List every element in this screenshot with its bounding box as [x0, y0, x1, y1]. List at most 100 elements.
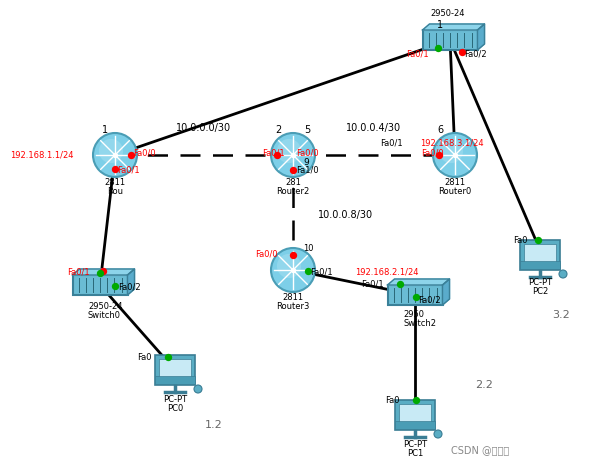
- Circle shape: [434, 430, 442, 438]
- Text: Fa0/1: Fa0/1: [117, 166, 140, 174]
- Text: Fa0/1: Fa0/1: [406, 49, 429, 59]
- FancyBboxPatch shape: [73, 275, 128, 295]
- Point: [110, 282, 120, 290]
- Polygon shape: [422, 24, 485, 30]
- Text: 10.0.0.4/30: 10.0.0.4/30: [346, 123, 401, 133]
- Text: 281: 281: [285, 178, 301, 187]
- FancyBboxPatch shape: [395, 421, 435, 429]
- Text: PC1: PC1: [407, 449, 423, 458]
- Polygon shape: [73, 269, 134, 275]
- FancyBboxPatch shape: [159, 359, 191, 378]
- Text: Fa0/1: Fa0/1: [262, 148, 284, 158]
- Text: Fa0/1: Fa0/1: [310, 267, 332, 277]
- Text: 192.168.2.1/24: 192.168.2.1/24: [355, 267, 419, 277]
- Text: 10.0.0.0/30: 10.0.0.0/30: [176, 123, 232, 133]
- Text: PC2: PC2: [532, 287, 548, 296]
- Point: [411, 396, 421, 404]
- Text: 9: 9: [303, 158, 309, 167]
- Text: 6: 6: [437, 125, 443, 135]
- Polygon shape: [443, 279, 449, 305]
- Text: PC-PT: PC-PT: [528, 278, 552, 287]
- Point: [433, 44, 443, 52]
- Text: Router2: Router2: [277, 187, 310, 196]
- Text: 5: 5: [304, 125, 310, 135]
- Circle shape: [99, 139, 123, 163]
- Point: [533, 236, 543, 244]
- Polygon shape: [128, 269, 134, 295]
- FancyBboxPatch shape: [155, 355, 195, 385]
- Point: [163, 353, 173, 361]
- Text: 192.168.3.1/24: 192.168.3.1/24: [420, 139, 484, 147]
- Polygon shape: [478, 24, 485, 50]
- Point: [272, 151, 282, 159]
- Text: Fa0: Fa0: [514, 235, 528, 245]
- Text: 2811: 2811: [445, 178, 466, 187]
- Circle shape: [277, 254, 301, 278]
- Circle shape: [559, 270, 567, 278]
- Point: [434, 151, 444, 159]
- Point: [110, 165, 120, 173]
- Point: [98, 267, 108, 275]
- Circle shape: [277, 139, 301, 163]
- Text: Fa0/0: Fa0/0: [256, 250, 278, 259]
- Point: [110, 151, 120, 159]
- Point: [288, 266, 298, 274]
- FancyBboxPatch shape: [388, 285, 443, 305]
- Text: 2: 2: [275, 125, 281, 135]
- Point: [288, 151, 298, 159]
- Circle shape: [271, 133, 315, 177]
- Point: [303, 267, 313, 275]
- Point: [411, 293, 421, 301]
- Text: 3.2: 3.2: [552, 310, 570, 320]
- Point: [126, 151, 136, 159]
- Text: Switch0: Switch0: [88, 311, 121, 320]
- FancyBboxPatch shape: [395, 400, 435, 430]
- Circle shape: [194, 385, 202, 393]
- Text: Fa0/1: Fa0/1: [380, 139, 403, 147]
- FancyBboxPatch shape: [524, 244, 556, 263]
- Text: 1: 1: [102, 125, 108, 135]
- Text: Fa0/1: Fa0/1: [361, 279, 384, 288]
- Text: 2811: 2811: [104, 178, 125, 187]
- Text: Fa0/2: Fa0/2: [118, 283, 140, 292]
- Text: 2950-24: 2950-24: [88, 302, 122, 311]
- Text: 10.0.0.8/30: 10.0.0.8/30: [318, 210, 373, 220]
- Text: 1: 1: [437, 20, 443, 30]
- Circle shape: [93, 133, 137, 177]
- Text: 192.168.1.1/24: 192.168.1.1/24: [10, 151, 74, 159]
- FancyBboxPatch shape: [399, 404, 431, 423]
- Circle shape: [433, 133, 477, 177]
- Text: Router0: Router0: [439, 187, 472, 196]
- FancyBboxPatch shape: [520, 261, 560, 269]
- Point: [450, 151, 460, 159]
- Text: Fa0/0: Fa0/0: [133, 148, 155, 158]
- Text: Fa0/2: Fa0/2: [464, 49, 487, 59]
- Text: 10: 10: [303, 244, 314, 253]
- Text: Fa0: Fa0: [386, 396, 400, 405]
- FancyBboxPatch shape: [155, 376, 195, 384]
- Text: Fa0: Fa0: [137, 352, 152, 361]
- Point: [395, 280, 405, 288]
- Text: 2950: 2950: [403, 310, 424, 319]
- Text: Rou: Rou: [107, 187, 123, 196]
- Polygon shape: [388, 279, 449, 285]
- Text: PC-PT: PC-PT: [163, 395, 187, 404]
- Text: 2950-24: 2950-24: [431, 9, 465, 18]
- Text: Fa1/0: Fa1/0: [296, 166, 319, 174]
- Text: Fa0/0: Fa0/0: [296, 148, 319, 158]
- Circle shape: [439, 139, 463, 163]
- Text: Switch2: Switch2: [403, 319, 436, 328]
- Text: PC-PT: PC-PT: [403, 440, 427, 449]
- Text: 1.2: 1.2: [205, 420, 223, 430]
- Text: CSDN @网络豆: CSDN @网络豆: [451, 445, 509, 455]
- Text: Fa0/0: Fa0/0: [421, 148, 443, 158]
- Point: [457, 48, 467, 56]
- Text: 2811: 2811: [283, 293, 304, 302]
- Text: Fa0/1: Fa0/1: [67, 267, 90, 277]
- Point: [288, 251, 298, 259]
- Text: Router3: Router3: [277, 302, 310, 311]
- Text: PC0: PC0: [167, 404, 183, 413]
- Circle shape: [271, 248, 315, 292]
- Point: [288, 166, 298, 174]
- Text: Fa0/2: Fa0/2: [418, 295, 440, 305]
